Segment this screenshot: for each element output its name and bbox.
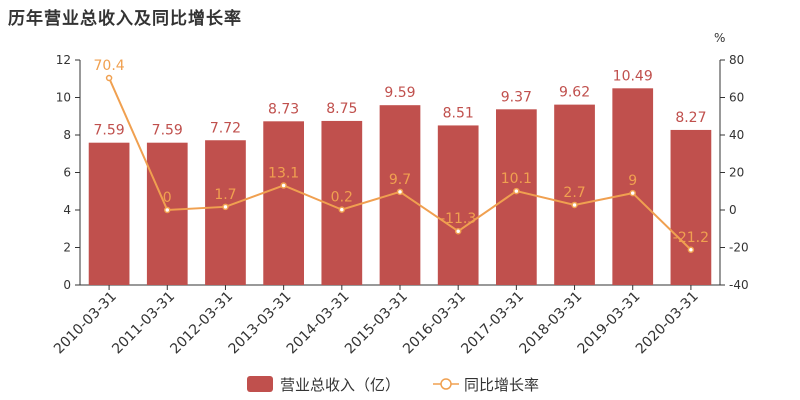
y-left-tick-label: 6 (63, 166, 71, 180)
growth-rate-label: 2.7 (563, 185, 585, 201)
y-right-tick-label: -20 (729, 241, 749, 255)
bar-value-label: 7.72 (210, 120, 241, 136)
y-right-tick-label: -40 (729, 278, 749, 292)
y-left-tick-label: 4 (63, 203, 71, 217)
bar-value-label: 8.27 (675, 110, 706, 126)
growth-rate-point (164, 206, 171, 214)
y-left-tick-label: 12 (56, 53, 71, 67)
legend-line-marker (440, 378, 452, 390)
chart-title: 历年营业总收入及同比增长率 (8, 9, 242, 29)
y-left-tick-label: 0 (63, 278, 71, 292)
growth-rate-label: 10.1 (501, 171, 532, 187)
growth-rate-label: 70.4 (94, 58, 125, 74)
legend-bar-swatch (247, 376, 273, 392)
growth-rate-point (629, 189, 636, 197)
growth-rate-point (687, 246, 695, 253)
y-right-tick-label: 60 (729, 91, 744, 105)
y-right-tick-label: 80 (729, 53, 744, 67)
y-right-tick-label: 40 (729, 128, 744, 142)
growth-rate-label: 13.1 (268, 165, 299, 181)
growth-rate-label: 1.7 (214, 187, 236, 203)
growth-rate-point (105, 74, 113, 82)
growth-rate-label: -21.2 (673, 230, 709, 246)
legend-line-label: 同比增长率 (464, 376, 539, 394)
bar-value-label: 8.75 (326, 101, 357, 117)
growth-rate-label: 9 (628, 173, 637, 189)
bar-value-label: 9.37 (501, 89, 532, 105)
bar (554, 104, 595, 285)
growth-rate-label: 0.2 (331, 190, 353, 206)
y-left-tick-label: 10 (56, 91, 71, 105)
growth-rate-point (338, 206, 346, 213)
y-right-tick-label: 20 (729, 166, 744, 180)
growth-rate-label: -11.3 (440, 211, 476, 227)
y-right-tick-label: 0 (729, 203, 737, 217)
bar (263, 121, 304, 285)
growth-rate-point (513, 187, 520, 195)
growth-rate-point (571, 201, 578, 209)
bar (612, 88, 654, 285)
bar (496, 109, 537, 285)
bar-value-label: 9.62 (559, 85, 590, 101)
bar (88, 142, 130, 285)
growth-rate-point (396, 188, 404, 196)
bar (437, 125, 479, 285)
growth-rate-point (280, 182, 287, 189)
growth-rate-point (454, 227, 462, 235)
y-right-unit-label: % (714, 31, 725, 45)
bar (379, 105, 421, 285)
bar-value-label: 8.73 (268, 101, 299, 117)
legend-bar-label: 营业总收入（亿） (280, 376, 400, 394)
bar-value-label: 8.51 (443, 105, 474, 121)
growth-rate-label: 9.7 (389, 172, 411, 188)
bar (146, 142, 188, 285)
bar-value-label: 9.59 (384, 85, 415, 101)
bar (205, 140, 246, 285)
bar-value-label: 10.49 (613, 68, 653, 84)
growth-rate-point (222, 203, 229, 211)
bar-value-label: 7.59 (94, 123, 125, 139)
growth-rate-label: 0 (163, 190, 172, 206)
y-left-tick-label: 2 (63, 241, 71, 255)
y-left-tick-label: 8 (63, 128, 71, 142)
x-tick-label: 2020-03-31 (633, 289, 702, 358)
bar (670, 129, 712, 285)
bar-value-label: 7.59 (152, 123, 183, 139)
